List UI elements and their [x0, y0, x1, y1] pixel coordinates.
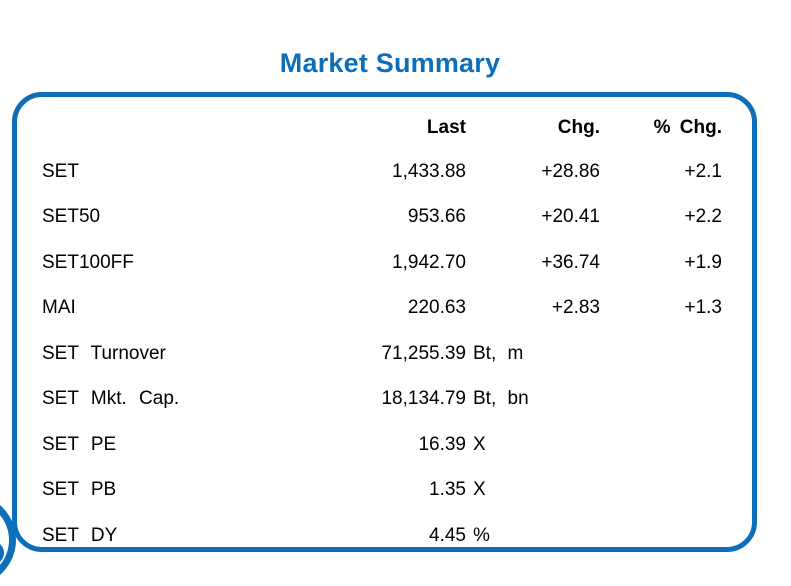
chg-value: +20.41: [541, 206, 600, 227]
row-label: SET50: [42, 206, 101, 227]
last-value: 953.66: [407, 206, 466, 227]
page-title: Market Summary: [279, 48, 501, 79]
table-row-set-turnover: SET Turnover 71,255.39 Bt, m: [17, 340, 752, 368]
last-unit: Bt, bn: [473, 388, 529, 409]
row-label: SET Turnover: [42, 343, 166, 364]
row-label: SET: [42, 161, 79, 182]
row-label: SET PB: [42, 479, 117, 500]
table-row-set-dy: SET DY 4.45 %: [17, 522, 752, 550]
row-label: SET DY: [42, 525, 118, 546]
table-row-set50: SET50 953.66 +20.41 +2.2: [17, 203, 752, 231]
table-row-set-pb: SET PB 1.35 X: [17, 476, 752, 504]
pct-chg-value: +2.1: [684, 161, 722, 182]
last-unit: X: [473, 434, 486, 455]
last-value: 18,134.79: [381, 388, 466, 409]
table-header-row: Last Chg. % Chg.: [17, 114, 752, 142]
column-header-last: Last: [426, 117, 466, 138]
last-unit: %: [473, 525, 490, 546]
row-label: SET Mkt. Cap.: [42, 388, 180, 409]
pct-chg-value: +1.9: [684, 252, 722, 273]
column-header-chg: Chg.: [557, 117, 600, 138]
pct-chg-value: +1.3: [684, 297, 722, 318]
pct-chg-value: +2.2: [684, 206, 722, 227]
table-row-set-pe: SET PE 16.39 X: [17, 431, 752, 459]
chg-value: +28.86: [541, 161, 600, 182]
last-unit: X: [473, 479, 486, 500]
table-row-mai: MAI 220.63 +2.83 +1.3: [17, 294, 752, 322]
column-header-pct-chg: % Chg.: [653, 117, 722, 138]
last-value: 1.35: [429, 479, 466, 500]
last-unit: Bt, m: [473, 343, 524, 364]
table-row-set-mkt-cap: SET Mkt. Cap. 18,134.79 Bt, bn: [17, 385, 752, 413]
market-summary-panel: Last Chg. % Chg. SET 1,433.88 +28.86 +2.…: [12, 92, 757, 552]
row-label: MAI: [42, 297, 76, 318]
row-label: SET100FF: [42, 252, 134, 273]
last-value: 4.45: [429, 525, 466, 546]
last-value: 1,433.88: [392, 161, 466, 182]
last-value: 71,255.39: [381, 343, 466, 364]
last-value: 1,942.70: [392, 252, 466, 273]
chg-value: +36.74: [541, 252, 600, 273]
corner-dot-icon: [0, 541, 4, 565]
row-label: SET PE: [42, 434, 117, 455]
chg-value: +2.83: [551, 297, 600, 318]
last-value: 16.39: [418, 434, 466, 455]
last-value: 220.63: [407, 297, 466, 318]
table-row-set100ff: SET100FF 1,942.70 +36.74 +1.9: [17, 249, 752, 277]
table-row-set: SET 1,433.88 +28.86 +2.1: [17, 158, 752, 186]
